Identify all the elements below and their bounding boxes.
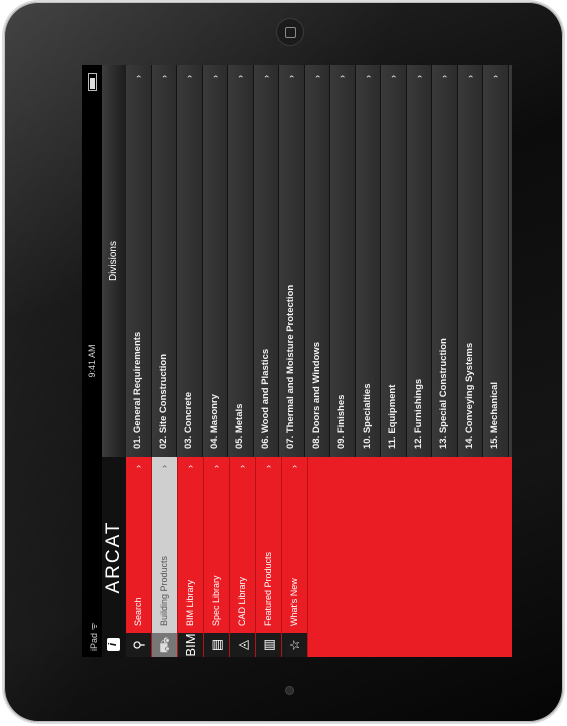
division-row[interactable]: 02. Site Construction › [151, 65, 177, 457]
divisions-list: 01. General Requirements › 02. Site Constr… [126, 65, 512, 457]
division-label: 12. Furnishings [412, 378, 424, 449]
division-row[interactable]: 13. Special Construction › [432, 65, 458, 457]
app-logo: ARCAT [103, 520, 124, 594]
chevron-right-icon: › [289, 465, 299, 468]
sidebar-item-label: CAD Library [237, 576, 247, 626]
main-panel: Divisions 01. General Requirements › 02. S… [102, 65, 512, 457]
division-label: 10. Specialties [361, 383, 373, 449]
chevron-right-icon: › [388, 75, 398, 78]
division-label: 01. General Requirements [132, 331, 143, 449]
cad-icon: ◬ [230, 633, 255, 657]
division-row[interactable]: 09. Finishes › [330, 65, 356, 457]
division-row[interactable]: 14. Conveying Systems › [457, 65, 483, 457]
division-row[interactable]: 16. Electrical › [508, 65, 513, 457]
division-row[interactable]: 08. Doors and Windows › [304, 65, 330, 457]
chevron-right-icon: › [509, 75, 513, 78]
bim-icon: BIM [178, 633, 203, 657]
sidebar-item-bim-library[interactable]: BIM BIM Library › [178, 457, 204, 657]
chevron-right-icon: › [133, 75, 143, 78]
sidebar-item-search[interactable]: ⚲ Search › [126, 457, 152, 657]
sidebar-item-building-products[interactable]: ⛟ Building Products › [152, 457, 178, 657]
logo-bar: i ARCAT [102, 457, 126, 657]
chevron-right-icon: › [158, 75, 169, 78]
sidebar-item-label: Building Products [159, 555, 169, 626]
division-row[interactable]: 04. Masonry › [202, 65, 228, 457]
sidebar-item-label: Search [133, 597, 143, 626]
division-row[interactable]: 07. Thermal and Moisture Protection › [279, 65, 305, 457]
chevron-right-icon: › [211, 465, 221, 468]
sidebar-item-what-s-new[interactable]: ☆ What's New › [282, 457, 308, 657]
battery-icon [88, 73, 97, 91]
page-title: Divisions [108, 241, 119, 282]
chevron-right-icon: › [464, 75, 475, 78]
front-camera [285, 686, 294, 695]
sidebar-menu: ⚲ Search › ⛟ Building Products › BIM BIM Librar… [126, 457, 308, 657]
sidebar-item-cad-library[interactable]: ◬ CAD Library › [230, 457, 256, 657]
division-label: 14. Conveying Systems [463, 342, 475, 449]
division-label: 06. Wood and Plastics [259, 348, 271, 449]
sidebar-item-label: Featured Products [263, 551, 273, 626]
chevron-right-icon: › [185, 465, 195, 468]
chevron-right-icon: › [311, 75, 322, 78]
chevron-right-icon: › [133, 465, 143, 468]
division-row[interactable]: 10. Specialties › [355, 65, 381, 457]
division-row[interactable]: 01. General Requirements › [126, 65, 152, 457]
sidebar-item-featured-products[interactable]: ▥ Featured Products › [256, 457, 282, 657]
division-label: 07. Thermal and Moisture Protection [285, 284, 296, 449]
chevron-right-icon: › [184, 75, 194, 78]
division-label: 09. Finishes [336, 394, 347, 449]
division-row[interactable]: 03. Concrete › [177, 65, 203, 457]
sidebar-item-label: Spec Library [211, 575, 221, 626]
division-label: 16. Electrical [509, 391, 513, 449]
chevron-right-icon: › [362, 75, 373, 78]
screen: iPad ᯤ 9:41 AM i ARCAT ⚲ Search › ⛟ Building… [82, 65, 512, 657]
chevron-right-icon: › [260, 75, 271, 78]
division-label: 13. Special Construction [438, 338, 449, 449]
division-row[interactable]: 05. Metals › [228, 65, 254, 457]
division-label: 11. Equipment [387, 384, 398, 449]
status-time: 9:41 AM [87, 344, 97, 378]
division-label: 15. Mechanical [489, 381, 500, 449]
book-icon: ▥ [256, 633, 281, 657]
chevron-right-icon: › [237, 465, 247, 468]
cart-icon: ⛟ [152, 633, 177, 657]
sidebar-item-label: BIM Library [185, 579, 195, 626]
division-label: 04. Masonry [208, 394, 220, 449]
division-label: 08. Doors and Windows [310, 341, 322, 449]
division-row[interactable]: 15. Mechanical › [483, 65, 509, 457]
star-icon: ☆ [282, 633, 307, 657]
chevron-right-icon: › [413, 75, 424, 78]
chevron-right-icon: › [209, 75, 220, 78]
sidebar-item-label: What's New [289, 578, 299, 626]
division-label: 03. Concrete [183, 391, 194, 449]
home-button[interactable] [276, 18, 304, 46]
chevron-right-icon: › [337, 75, 347, 78]
sidebar-item-spec-library[interactable]: ▤ Spec Library › [204, 457, 230, 657]
sidebar: i ARCAT ⚲ Search › ⛟ Building Products › BIM BI… [102, 457, 512, 657]
app-canvas: iPad ᯤ 9:41 AM i ARCAT ⚲ Search › ⛟ Building… [82, 65, 512, 657]
division-label: 05. Metals [234, 403, 245, 449]
status-bar: iPad ᯤ 9:41 AM [82, 65, 102, 657]
chevron-right-icon: › [159, 465, 169, 468]
nav-bar: Divisions [102, 65, 127, 457]
document-icon: ▤ [204, 633, 229, 657]
chevron-right-icon: › [490, 75, 500, 78]
division-label: 02. Site Construction [157, 353, 169, 449]
chevron-right-icon: › [263, 465, 273, 468]
division-row[interactable]: 12. Furnishings › [406, 65, 432, 457]
division-row[interactable]: 06. Wood and Plastics › [253, 65, 279, 457]
chevron-right-icon: › [235, 75, 245, 78]
chevron-right-icon: › [439, 75, 449, 78]
magnifier-icon: ⚲ [126, 633, 151, 657]
chevron-right-icon: › [286, 75, 296, 78]
division-row[interactable]: 11. Equipment › [381, 65, 407, 457]
